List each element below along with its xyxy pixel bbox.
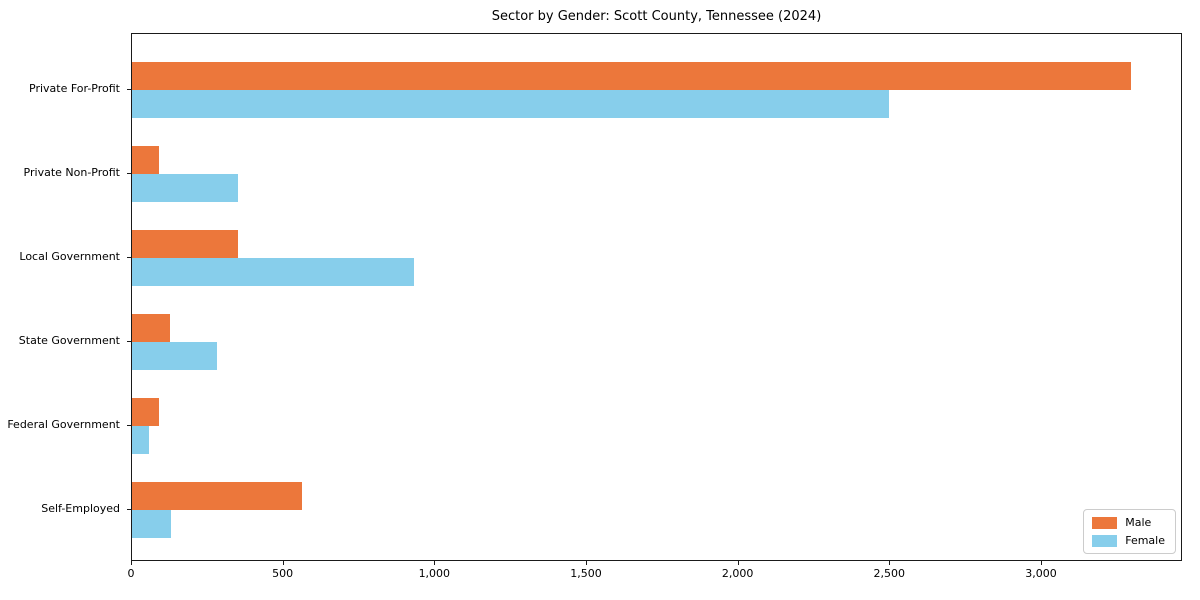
bar-female-4 — [132, 342, 217, 370]
x-tick-mark — [282, 561, 284, 565]
x-tick-label: 0 — [127, 567, 135, 580]
y-tick-mark — [127, 341, 131, 342]
legend-swatch-female — [1092, 534, 1118, 547]
y-axis-label: Private For-Profit — [29, 82, 120, 95]
x-tick-mark — [737, 561, 739, 565]
legend-item-male: Male — [1092, 516, 1165, 529]
bar-female-6 — [132, 510, 172, 538]
y-tick-mark — [127, 509, 131, 510]
bar-female-2 — [132, 174, 238, 202]
bar-group — [132, 230, 1181, 286]
legend-label: Female — [1125, 534, 1165, 547]
x-tick-mark — [434, 561, 436, 565]
bar-male-3 — [132, 230, 238, 258]
y-tick-mark — [127, 425, 131, 426]
bar-group — [132, 482, 1181, 538]
x-tick-mark — [131, 561, 132, 565]
x-tick-label: 1,500 — [570, 567, 602, 580]
y-tick-mark — [127, 173, 131, 174]
bar-female-3 — [132, 258, 414, 286]
bar-female-1 — [132, 90, 889, 118]
bar-group — [132, 146, 1181, 202]
y-axis-label: Federal Government — [7, 418, 120, 431]
bar-male-1 — [132, 62, 1132, 90]
x-tick-label: 500 — [272, 567, 294, 580]
bar-male-4 — [132, 314, 170, 342]
legend: Male Female — [1083, 509, 1176, 554]
bar-male-5 — [132, 398, 160, 426]
chart-title: Sector by Gender: Scott County, Tennesse… — [491, 9, 822, 24]
plot-area: Male Female — [131, 33, 1182, 561]
x-tick-label: 2,500 — [873, 567, 906, 580]
y-axis-label: Self-Employed — [41, 502, 120, 515]
y-axis-label: State Government — [18, 334, 120, 347]
legend-label: Male — [1125, 516, 1152, 529]
x-tick-mark — [1040, 561, 1042, 565]
legend-swatch-male — [1092, 516, 1118, 529]
bar-group — [132, 62, 1181, 118]
y-tick-mark — [127, 257, 131, 258]
bar-male-6 — [132, 482, 302, 510]
x-tick-label: 3,000 — [1025, 567, 1057, 580]
x-tick-mark — [889, 561, 891, 565]
x-tick-label: 2,000 — [721, 567, 754, 580]
legend-item-female: Female — [1092, 534, 1165, 547]
x-tick-label: 1,000 — [418, 567, 451, 580]
bar-group — [132, 314, 1181, 370]
y-axis-label: Local Government — [19, 250, 120, 263]
y-tick-mark — [127, 89, 131, 90]
bar-group — [132, 398, 1181, 454]
bar-female-5 — [132, 426, 149, 454]
bar-male-2 — [132, 146, 160, 174]
y-axis-label: Private Non-Profit — [23, 166, 120, 179]
x-tick-mark — [585, 561, 587, 565]
